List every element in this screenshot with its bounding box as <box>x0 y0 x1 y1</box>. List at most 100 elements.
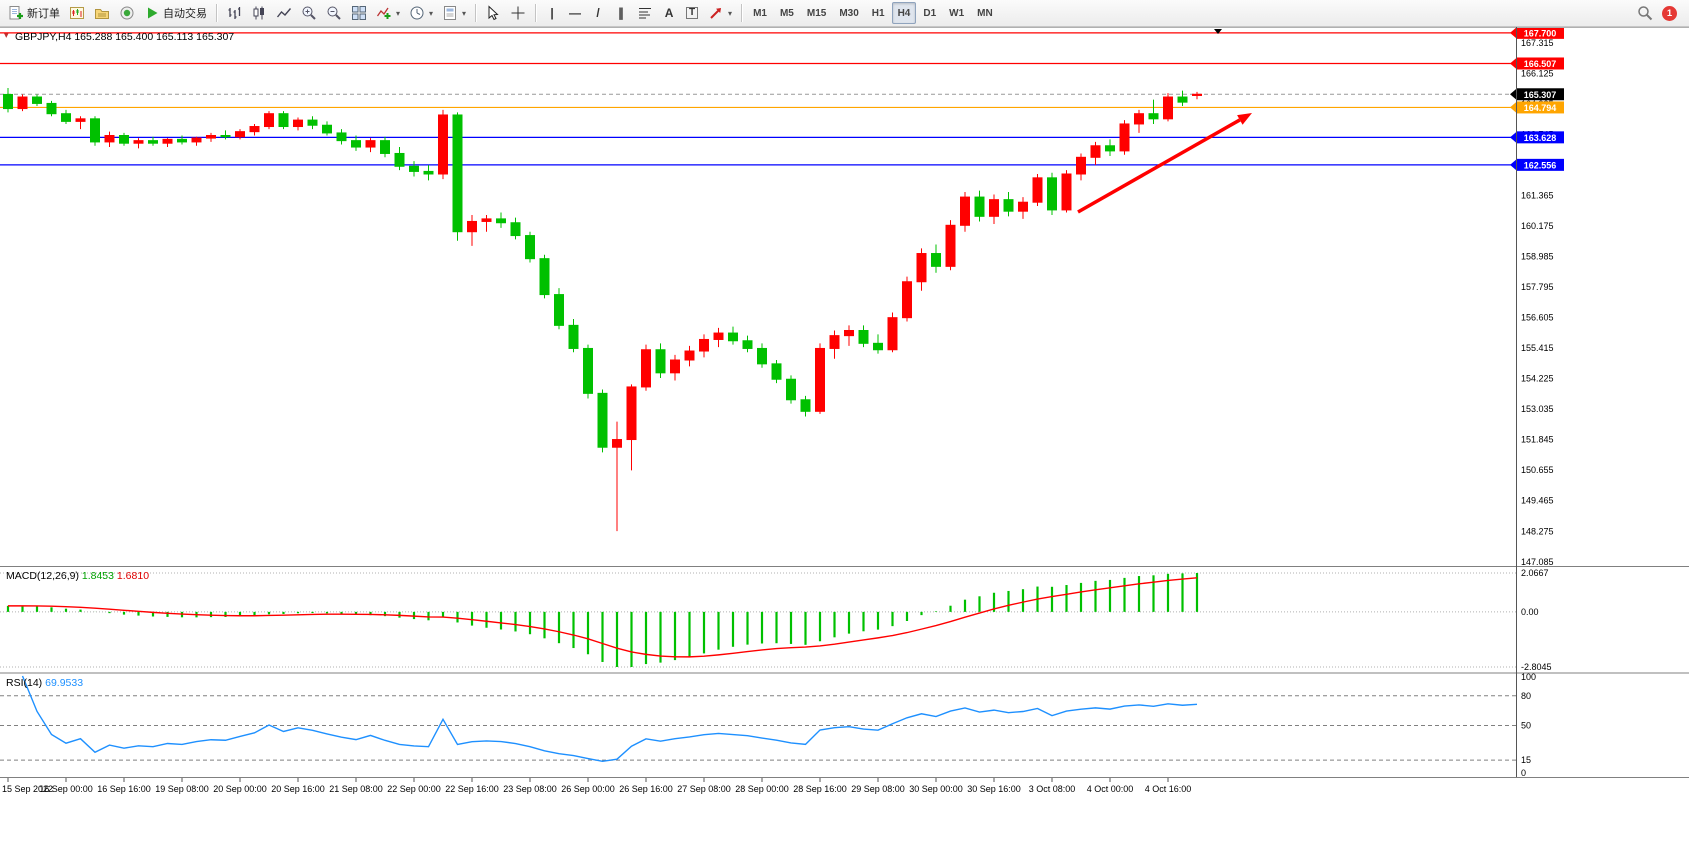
search-icon[interactable] <box>1637 5 1653 21</box>
candle <box>554 294 564 326</box>
crosshair-icon <box>511 6 525 20</box>
indicators-icon <box>376 7 391 19</box>
horizontal-line-icon: — <box>569 6 582 20</box>
candle <box>61 113 71 122</box>
new-chart-button[interactable] <box>65 2 89 24</box>
time-label: 28 Sep 16:00 <box>793 784 847 794</box>
time-label: 26 Sep 16:00 <box>619 784 673 794</box>
zoom-out-button[interactable] <box>322 2 346 24</box>
svg-text:153.035: 153.035 <box>1521 404 1554 414</box>
vertical-line-icon: | <box>550 6 554 20</box>
candle <box>249 126 260 133</box>
candle <box>583 347 593 394</box>
price-badge: 167.700 <box>1510 27 1564 39</box>
candle <box>467 220 477 233</box>
candle <box>902 281 912 319</box>
candle <box>597 392 608 448</box>
timeframe-M1[interactable]: M1 <box>753 7 767 19</box>
candle <box>206 135 216 139</box>
vertical-line-button[interactable]: | <box>541 2 563 24</box>
timeframe-D1[interactable]: D1 <box>923 7 937 19</box>
candle <box>728 332 738 342</box>
fibonacci-icon <box>639 8 652 19</box>
candle <box>844 329 854 337</box>
autotrading-button[interactable]: 自动交易 <box>140 2 211 24</box>
candle <box>3 93 13 110</box>
svg-text:2.0667: 2.0667 <box>1521 568 1549 578</box>
metaeditor-button[interactable] <box>115 2 139 24</box>
timeframe-H1[interactable]: H1 <box>871 7 885 19</box>
candle <box>684 350 695 361</box>
channel-button[interactable]: ∥ <box>610 2 632 24</box>
periods-caret-icon: ▾ <box>429 8 434 18</box>
svg-text:162.556: 162.556 <box>1524 160 1557 170</box>
time-label: 20 Sep 00:00 <box>213 784 267 794</box>
timeframe-M5[interactable]: M5 <box>779 7 794 19</box>
crosshair-button[interactable] <box>506 2 530 24</box>
trendline-button[interactable]: / <box>587 2 609 24</box>
svg-text:0: 0 <box>1521 768 1526 778</box>
candle <box>423 170 434 175</box>
candle <box>336 132 347 142</box>
candle <box>17 96 28 110</box>
candle <box>452 114 463 233</box>
candle <box>162 138 173 144</box>
toolbar-right-group: 1 <box>1637 5 1685 21</box>
candle <box>409 165 419 172</box>
candle <box>786 378 796 401</box>
bar-chart-button[interactable] <box>222 2 246 24</box>
candle <box>829 335 840 349</box>
line-chart-button[interactable] <box>272 2 296 24</box>
one-click-trading-toggle[interactable]: ▾ <box>4 30 9 40</box>
candle <box>177 138 187 143</box>
candle <box>612 439 622 448</box>
chart-canvas[interactable]: 167.315166.125164.935163.745162.555161.3… <box>0 27 1689 855</box>
timeframe-group: M1 M5 M15 M30 H1 H4 D1 W1 MN <box>747 2 999 24</box>
fibonacci-button[interactable] <box>633 2 657 24</box>
candle <box>104 135 115 143</box>
svg-text:150.655: 150.655 <box>1521 465 1554 475</box>
timeframe-MN[interactable]: MN <box>977 7 993 19</box>
timeframe-W1[interactable]: W1 <box>949 7 965 19</box>
svg-text:151.845: 151.845 <box>1521 435 1554 445</box>
templates-button[interactable]: ▾ <box>438 2 470 24</box>
price-badge: 164.794 <box>1510 101 1564 114</box>
candle <box>90 118 100 143</box>
price-badge: 165.307 <box>1510 88 1564 101</box>
candle <box>75 118 86 122</box>
tile-windows-icon <box>352 6 366 20</box>
toolbar-separator <box>475 4 477 22</box>
candle <box>626 386 637 441</box>
candlestick-chart-button[interactable] <box>247 2 271 24</box>
candle <box>322 124 332 134</box>
toolbar: 新订单 自动交易 <box>0 0 1689 27</box>
candle <box>1105 145 1115 152</box>
svg-text:0.00: 0.00 <box>1521 607 1539 617</box>
cursor-button[interactable] <box>481 2 505 24</box>
candle <box>235 131 245 138</box>
text-button[interactable]: A <box>658 2 680 24</box>
timeframe-M30[interactable]: M30 <box>839 7 859 19</box>
time-label: 16 Sep 16:00 <box>97 784 151 794</box>
new-order-button[interactable]: 新订单 <box>4 2 64 24</box>
candle <box>307 119 318 126</box>
timeframe-M15[interactable]: M15 <box>806 7 827 19</box>
time-label: 22 Sep 00:00 <box>387 784 441 794</box>
arrows-tool-button[interactable]: ▾ <box>704 2 736 24</box>
time-label: 30 Sep 16:00 <box>967 784 1021 794</box>
zoom-in-button[interactable] <box>297 2 321 24</box>
trend-arrow[interactable] <box>1077 118 1241 214</box>
profiles-button[interactable] <box>90 2 114 24</box>
horizontal-line-button[interactable]: — <box>564 2 586 24</box>
new-chart-icon <box>70 7 84 19</box>
timeframe-H4[interactable]: H4 <box>891 2 917 24</box>
indicators-button[interactable]: ▾ <box>372 2 404 24</box>
text-label-button[interactable]: T <box>681 2 703 24</box>
notifications-badge[interactable]: 1 <box>1662 5 1677 21</box>
profiles-icon <box>95 9 109 19</box>
price-badge: 166.507 <box>1510 57 1564 70</box>
periods-button[interactable]: ▾ <box>405 2 437 24</box>
tile-windows-button[interactable] <box>347 2 371 24</box>
time-label: 4 Oct 00:00 <box>1087 784 1134 794</box>
